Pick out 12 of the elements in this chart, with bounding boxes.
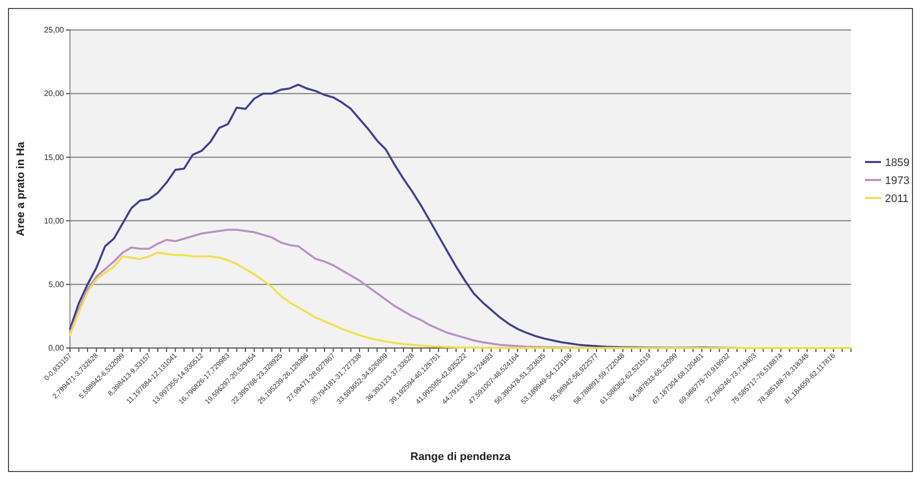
legend-label: 1859 xyxy=(885,156,910,169)
y-tick-label: 5,00 xyxy=(48,280,65,289)
legend-label: 2011 xyxy=(885,192,909,205)
y-tick-label: 0,00 xyxy=(48,344,65,353)
x-axis-title: Range di pendenza xyxy=(410,451,512,463)
y-tick-label: 15,00 xyxy=(44,152,65,162)
y-tick-label: 10,00 xyxy=(44,216,65,226)
y-tick-label: 20,00 xyxy=(44,89,65,98)
line-series xyxy=(69,252,852,349)
legend-label: 1973 xyxy=(885,174,910,187)
y-tick-label: 25,00 xyxy=(44,26,65,35)
y-axis-title: Aree a prato in Ha xyxy=(15,141,27,236)
